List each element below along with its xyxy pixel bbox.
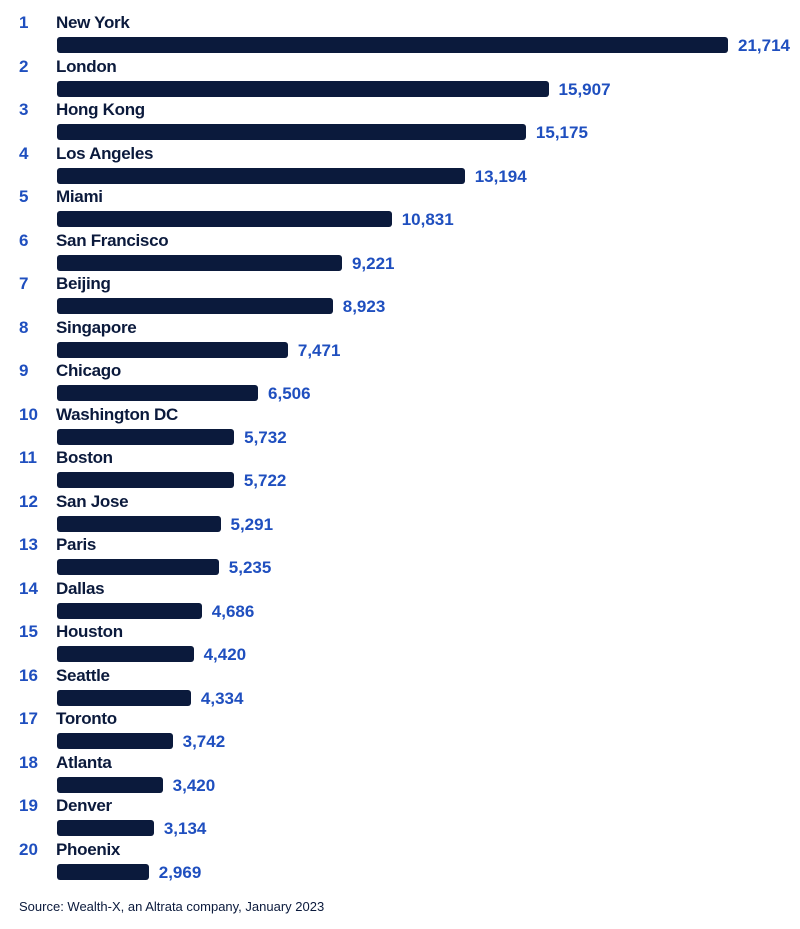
category-label: San Jose (56, 491, 129, 511)
bar (57, 341, 288, 358)
rank-label: 2 (19, 56, 29, 76)
value-label: 10,831 (401, 210, 454, 229)
bar (57, 124, 526, 140)
bar (57, 863, 149, 880)
value-label: 3,742 (182, 732, 226, 751)
value-label: 15,175 (535, 123, 588, 142)
bar (57, 776, 163, 793)
value-label: 5,291 (230, 514, 274, 534)
rank-label: 6 (19, 230, 29, 250)
rank-label: 7 (19, 274, 29, 293)
rank-label: 5 (19, 187, 29, 206)
value-label: 4,686 (211, 601, 255, 621)
rank-label: 15 (19, 622, 38, 641)
rank-label: 13 (19, 535, 38, 554)
rank-label: 16 (19, 665, 38, 685)
category-label: Seattle (56, 665, 110, 685)
value-label: 4,420 (203, 645, 247, 664)
value-label: 5,732 (244, 427, 287, 447)
bar (57, 689, 191, 706)
category-label: Singapore (56, 317, 137, 337)
rank-label: 14 (19, 578, 38, 598)
rank-label: 8 (19, 317, 29, 337)
category-label: Boston (56, 448, 113, 467)
category-label: Los Angeles (56, 143, 154, 163)
bar (57, 646, 194, 662)
category-label: Hong Kong (56, 100, 145, 119)
value-label: 15,907 (558, 79, 611, 99)
category-label: Chicago (56, 361, 121, 380)
bar (57, 515, 221, 532)
bar (57, 559, 219, 575)
value-label: 9,221 (351, 253, 395, 273)
rank-label: 1 (19, 13, 29, 32)
category-label: London (56, 56, 117, 76)
rank-label: 3 (19, 100, 29, 119)
bar (57, 80, 549, 97)
category-label: Houston (56, 622, 123, 641)
bar (57, 254, 342, 271)
category-label: Phoenix (56, 839, 121, 859)
rank-label: 17 (19, 709, 38, 728)
value-label: 2,969 (158, 862, 202, 882)
category-label: Denver (56, 796, 112, 815)
category-label: Washington DC (56, 404, 179, 424)
bar (57, 167, 465, 184)
category-label: Paris (56, 535, 97, 554)
bar (57, 602, 202, 619)
value-label: 3,420 (172, 775, 216, 795)
value-label: 21,714 (738, 36, 790, 55)
bar (57, 211, 392, 227)
value-label: 8,923 (342, 297, 386, 316)
category-label: Toronto (56, 709, 117, 728)
rank-label: 4 (19, 143, 29, 163)
bar (57, 472, 234, 488)
category-label: San Francisco (56, 230, 169, 250)
category-label: Beijing (56, 274, 111, 293)
rank-label: 12 (19, 491, 38, 511)
rank-label: 9 (19, 361, 29, 380)
rank-label: 19 (19, 796, 38, 815)
value-label: 4,334 (200, 688, 244, 708)
bar (57, 298, 333, 314)
value-label: 5,722 (243, 471, 287, 490)
value-label: 13,194 (474, 166, 527, 186)
category-label: Dallas (56, 578, 105, 598)
category-label: New York (56, 13, 130, 32)
value-label: 7,471 (297, 340, 341, 360)
bar (57, 37, 728, 53)
rank-label: 20 (19, 839, 38, 859)
bar (57, 733, 173, 749)
category-label: Miami (56, 187, 103, 206)
value-label: 3,134 (163, 819, 207, 838)
bar (57, 820, 154, 836)
source-note: Source: Wealth-X, an Altrata company, Ja… (19, 899, 325, 914)
rank-label: 18 (19, 752, 38, 772)
bar (57, 428, 235, 445)
category-label: Atlanta (56, 752, 112, 772)
bar (57, 385, 259, 401)
rank-label: 11 (19, 448, 37, 467)
rank-label: 10 (19, 404, 38, 424)
value-label: 5,235 (228, 558, 272, 577)
value-label: 6,506 (268, 384, 311, 403)
